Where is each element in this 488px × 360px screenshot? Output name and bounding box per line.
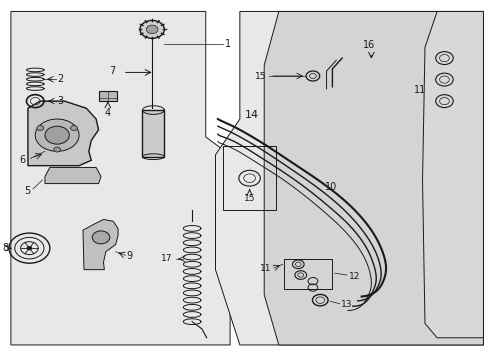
Circle shape [140, 21, 164, 39]
Polygon shape [215, 12, 483, 345]
Circle shape [45, 126, 69, 144]
Text: 9: 9 [126, 251, 133, 261]
Text: 3: 3 [57, 96, 63, 106]
Text: 10: 10 [325, 182, 337, 192]
Circle shape [70, 126, 77, 131]
Text: 1: 1 [225, 39, 231, 49]
Polygon shape [422, 12, 483, 338]
Polygon shape [83, 220, 118, 270]
Text: 11: 11 [260, 265, 271, 274]
Text: 15: 15 [244, 194, 255, 203]
Bar [99, 91, 117, 101]
Text: 5: 5 [24, 186, 30, 197]
Polygon shape [264, 12, 483, 345]
Text: 15: 15 [255, 72, 266, 81]
Circle shape [54, 147, 61, 152]
Text: 8: 8 [2, 243, 8, 253]
Bar [142, 110, 164, 157]
Text: 11: 11 [413, 85, 425, 95]
Circle shape [35, 119, 79, 151]
Text: 4: 4 [104, 108, 111, 118]
Text: 17: 17 [161, 255, 172, 264]
Polygon shape [45, 167, 101, 184]
Circle shape [26, 246, 32, 250]
Circle shape [37, 126, 43, 131]
Circle shape [146, 25, 158, 34]
Circle shape [92, 231, 109, 244]
Text: 14: 14 [244, 111, 258, 121]
Text: 13: 13 [341, 300, 352, 309]
Text: 2: 2 [57, 74, 63, 84]
Text: 12: 12 [348, 271, 360, 280]
Polygon shape [28, 101, 99, 166]
Text: 6: 6 [20, 155, 25, 165]
Text: 7: 7 [109, 66, 115, 76]
Text: 16: 16 [362, 40, 374, 50]
Polygon shape [11, 12, 230, 345]
